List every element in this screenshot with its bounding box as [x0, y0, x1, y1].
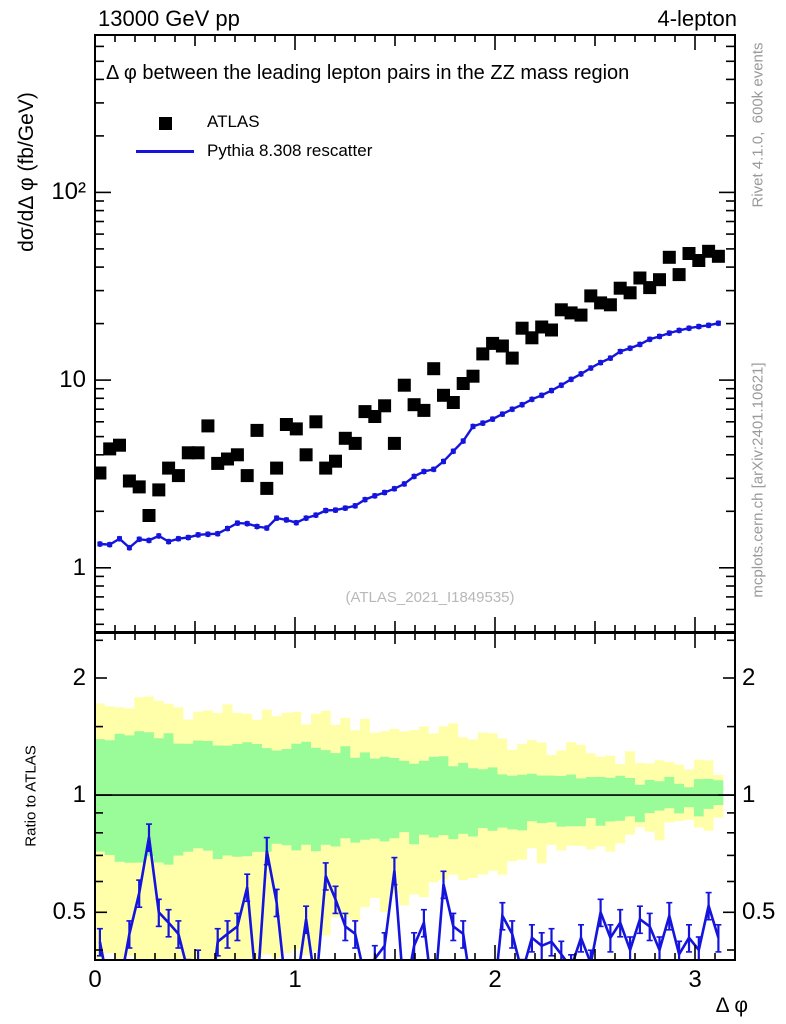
legend-label-pythia: Pythia 8.308 rescatter	[207, 141, 373, 160]
ratio-y-tick-label-left: 2	[72, 663, 86, 691]
legend-marker-atlas-square	[159, 117, 172, 130]
analysis-id-watermark: (ATLAS_2021_I1849535)	[345, 589, 515, 606]
plot-title: Δ φ between the leading lepton pairs in …	[106, 62, 630, 84]
main-y-tick-label: 10	[59, 366, 86, 394]
legend-marker-pythia-line	[136, 150, 194, 153]
x-tick-label: 0	[88, 966, 102, 993]
x-tick-label: 3	[688, 966, 702, 993]
process-label: 4-lepton	[657, 6, 737, 31]
main-y-tick-label: 1	[72, 553, 86, 581]
legend-label-atlas: ATLAS	[207, 112, 260, 131]
ratio-y-tick-label-left: 1	[72, 781, 86, 809]
mcplots-reference-note: mcplots.cern.ch [arXiv:2401.10621]	[749, 362, 767, 598]
main-y-axis-title: dσ/dΔ φ (fb/GeV)	[15, 92, 38, 252]
ratio-y-tick-label-right: 2	[742, 663, 756, 691]
ratio-y-tick-label-left: 0.5	[52, 898, 86, 926]
ratio-y-tick-label-right: 1	[742, 781, 756, 809]
ratio-y-tick-label-right: 0.5	[742, 898, 776, 926]
beam-energy-label: 13000 GeV pp	[98, 6, 240, 31]
main-y-tick-label: 10²	[51, 178, 86, 206]
x-tick-label: 2	[488, 966, 502, 993]
x-tick-label: 1	[288, 966, 302, 993]
rivet-version-note: Rivet 4.1.0, 600k events	[749, 42, 767, 208]
x-axis-title: Δ φ	[715, 994, 748, 1017]
